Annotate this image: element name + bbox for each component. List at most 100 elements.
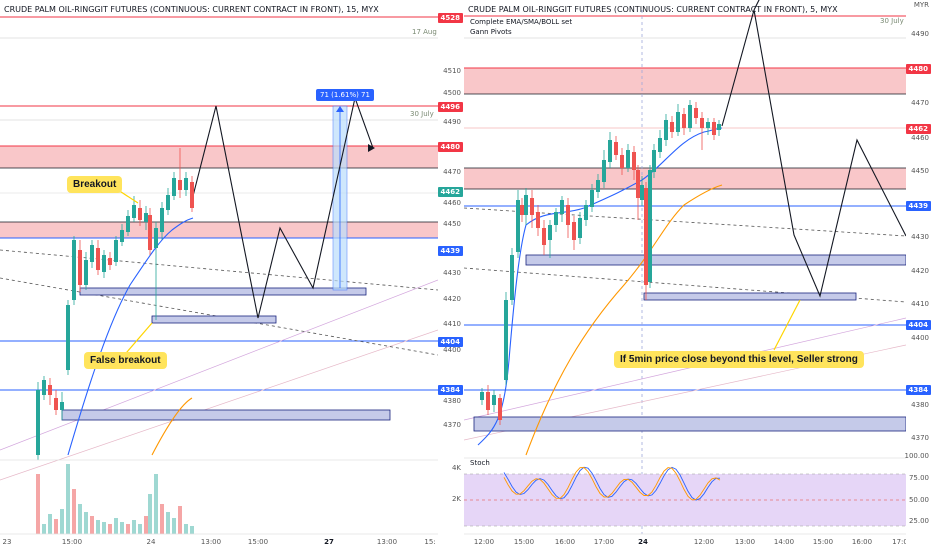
candle-body (114, 240, 118, 262)
volume-bar (54, 519, 58, 534)
time-label-1: 15:00 (61, 538, 83, 546)
candle-body (542, 228, 546, 245)
candle-body (560, 200, 564, 214)
rtime-6: 13:00 (734, 538, 756, 546)
rtick-4400: 4400 (911, 334, 929, 342)
stoch-title[interactable]: Stoch (470, 459, 490, 467)
stoch-k-line (503, 466, 721, 501)
candle-body (160, 208, 164, 232)
candle-body (640, 185, 644, 200)
blue-zone-2 (151, 315, 277, 324)
candle-body (620, 155, 624, 168)
vol-tick-2k: 2K (451, 495, 461, 503)
candle-body (148, 215, 152, 250)
left-chart-canvas[interactable] (0, 0, 438, 550)
tick-4460: 4460 (443, 199, 461, 207)
indicator-ema-sma-boll[interactable]: Complete EMA/SMA/BOLL set (470, 18, 573, 26)
candle-body (492, 395, 496, 405)
indicator-gann-pivots[interactable]: Gann Pivots (470, 28, 512, 36)
rtime-0: 12:00 (473, 538, 495, 546)
rtick-4450: 4450 (911, 167, 929, 175)
candle-body (658, 138, 662, 152)
breakout-note[interactable]: Breakout (67, 176, 123, 193)
candle-body (566, 205, 570, 225)
tick-4490: 4490 (443, 118, 461, 126)
rtick-4460: 4460 (911, 134, 929, 142)
candle-body (536, 212, 540, 228)
candle-body (480, 392, 484, 400)
tick-4510: 4510 (443, 67, 461, 75)
price-axis-right[interactable]: MYR 4490 4470 4460 4450 4430 4420 4410 4… (905, 0, 932, 550)
volume-bar (42, 524, 46, 534)
volume-bar (190, 526, 194, 534)
volume-bar (114, 518, 118, 534)
candle-body (676, 112, 680, 132)
candle-body (530, 198, 534, 215)
candle-body (72, 240, 76, 300)
blue-zone-3 (61, 409, 391, 421)
measure-label: 71 (1.61%) 71 (316, 89, 374, 101)
badge-4528: 4528 (437, 13, 463, 23)
volume-bar (144, 516, 148, 534)
candle-body (138, 208, 142, 220)
rtick-4420: 4420 (911, 267, 929, 275)
candle-body (78, 250, 82, 285)
seller-strong-note[interactable]: If 5min price close beyond this level, S… (614, 351, 864, 368)
candle-body (48, 385, 52, 395)
candle-body (712, 122, 716, 135)
candle-body (120, 230, 124, 242)
sma-line (151, 397, 193, 456)
candle-body (166, 195, 170, 210)
supply-zone-lower (464, 168, 906, 189)
right-chart-canvas[interactable] (464, 0, 932, 550)
badge-4462: 4462 (437, 187, 463, 197)
candle-body (84, 260, 88, 285)
rtime-5: 12:00 (693, 538, 715, 546)
time-label-2: 24 (146, 538, 156, 546)
candle-body (652, 150, 656, 172)
stoch-tick-50: 50.00 (908, 496, 929, 504)
chart-pane-15min[interactable]: CRUDE PALM OIL-RINGGIT FUTURES (CONTINUO… (0, 0, 439, 550)
volume-bar (138, 524, 142, 534)
rbadge-4439: 4439 (905, 201, 931, 211)
volume-bar (108, 524, 112, 534)
candle-body (706, 122, 710, 128)
candle-body (688, 105, 692, 128)
candle-body (626, 150, 630, 168)
rtime-9: 16:00 (851, 538, 873, 546)
candle-body (498, 398, 502, 420)
candle-body (66, 305, 70, 370)
rtick-4470: 4470 (911, 99, 929, 107)
candle-body (596, 180, 600, 192)
candle-body (54, 398, 58, 410)
candle-body (510, 255, 514, 300)
candle-body (90, 245, 94, 262)
candle-body (126, 216, 130, 232)
rtime-7: 14:00 (773, 538, 795, 546)
candlesticks-5min (480, 100, 721, 425)
vol-tick-4k: 4K (451, 464, 461, 472)
chart-pane-5min[interactable]: CRUDE PALM OIL-RINGGIT FUTURES (CONTINUO… (464, 0, 932, 550)
time-label-5: 27 (324, 538, 334, 546)
volume-bar (90, 516, 94, 534)
supply-zone-upper (464, 68, 906, 94)
time-label-6: 13:00 (376, 538, 398, 546)
volume-bar (184, 524, 188, 534)
false-breakout-note[interactable]: False breakout (84, 352, 167, 369)
price-axis-left[interactable]: 4510 4500 4490 4470 4460 4450 4430 4420 … (437, 0, 464, 550)
badge-4480: 4480 (437, 142, 463, 152)
volume-bar (120, 522, 124, 534)
volume-bar (36, 474, 40, 534)
time-label-7: 15: (424, 538, 436, 546)
candle-body (524, 195, 528, 215)
candle-body (96, 248, 100, 270)
rtick-4490: 4490 (911, 30, 929, 38)
candle-body (548, 225, 552, 240)
blue-zone-1 (79, 287, 367, 296)
candle-body (682, 114, 686, 128)
candle-body (154, 228, 158, 248)
time-label-4: 15:00 (247, 538, 269, 546)
candlesticks-15min (36, 148, 194, 460)
rbadge-4404: 4404 (905, 320, 931, 330)
